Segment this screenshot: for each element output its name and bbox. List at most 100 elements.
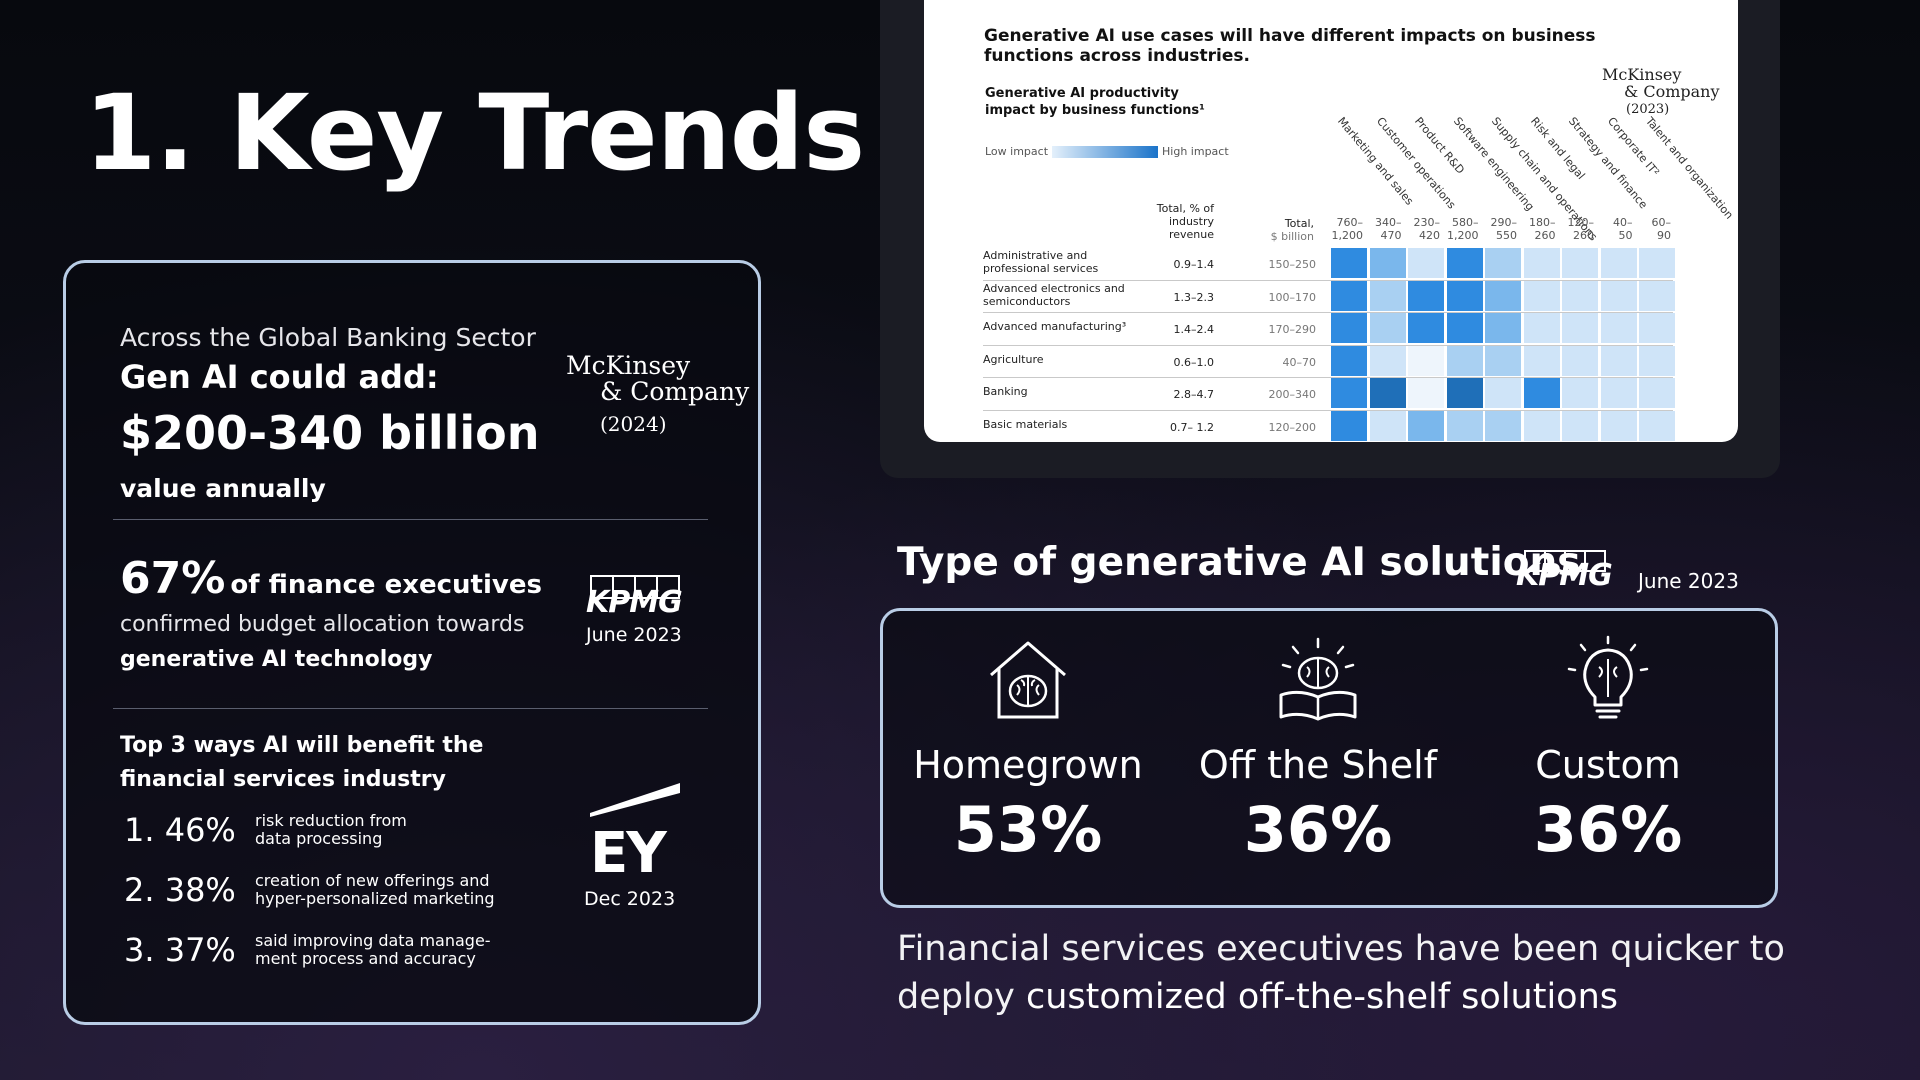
heatmap-cell xyxy=(1408,378,1444,408)
solution-name: Custom xyxy=(1535,743,1681,787)
industry-billion: 40–70 xyxy=(1282,355,1317,369)
row-divider xyxy=(983,409,1673,411)
solution-value: 36% xyxy=(1533,793,1683,866)
function-total: 230– 420 xyxy=(1413,216,1441,243)
function-total: 580– 1,200 xyxy=(1447,216,1479,243)
banking-line2: Gen AI could add: xyxy=(120,358,439,396)
kpmg-date: June 2023 xyxy=(586,624,682,646)
heatmap-cell xyxy=(1562,248,1598,278)
heatmap-cell xyxy=(1331,313,1367,343)
top3-heading-1: Top 3 ways AI will benefit the xyxy=(120,733,484,758)
industry-billion: 120–200 xyxy=(1268,420,1317,434)
legend-high: High impact xyxy=(1162,145,1229,158)
function-total: 40– 50 xyxy=(1613,216,1633,243)
heatmap-panel: Generative AI use cases will have differ… xyxy=(880,0,1780,478)
top3-item-3: 3. 37% said improving data manage-ment p… xyxy=(124,930,491,969)
chart-title: Generative AI use cases will have differ… xyxy=(984,26,1596,67)
heatmap-cell xyxy=(1600,345,1637,376)
brain-book-icon xyxy=(1279,637,1357,721)
top3-heading-2: financial services industry xyxy=(120,767,446,793)
heatmap-cell xyxy=(1369,313,1406,343)
banking-line1: Across the Global Banking Sector xyxy=(120,323,536,352)
heatmap-cell xyxy=(1408,345,1444,376)
heatmap-cell xyxy=(1485,248,1521,278)
solution-name: Homegrown xyxy=(913,743,1143,787)
kpmg-boxes-icon xyxy=(1516,550,1612,572)
chart-legend: Low impact High impact xyxy=(985,145,1229,158)
banking-value-section: Across the Global Banking Sector Gen AI … xyxy=(120,323,540,503)
heatmap-cell xyxy=(1485,280,1521,311)
total-billion-header: Total, $ billion xyxy=(1270,217,1314,244)
heatmap-cell xyxy=(1485,378,1521,408)
finance-pct: 67% xyxy=(120,553,226,604)
heatmap-cell xyxy=(1369,378,1406,408)
heatmap-cell xyxy=(1562,313,1598,343)
heatmap-cell xyxy=(1446,313,1483,343)
heatmap-cell xyxy=(1408,313,1444,343)
chart-subtitle: Generative AI productivity impact by bus… xyxy=(985,86,1205,118)
industry-label: Banking xyxy=(983,385,1028,398)
heatmap-cell xyxy=(1331,378,1367,408)
heatmap-cell xyxy=(1369,280,1406,311)
finance-line3: generative AI technology xyxy=(120,647,433,672)
heatmap-cell xyxy=(1331,280,1367,311)
industry-revenue: 2.8–4.7 xyxy=(1173,388,1215,401)
finance-bold: of finance executives xyxy=(230,570,542,600)
top3-section: Top 3 ways AI will benefit the financial… xyxy=(120,729,640,797)
solutions-card: Homegrown 53% Off the Shelf 36% Custom 3… xyxy=(880,608,1778,908)
function-total: 60– 90 xyxy=(1651,216,1672,243)
heatmap-cell xyxy=(1408,280,1444,311)
heatmap-cell xyxy=(1369,248,1406,278)
solution-value: 53% xyxy=(953,793,1103,866)
total-revenue-header: Total, % of industry revenue xyxy=(1156,202,1214,242)
heatmap-cell xyxy=(1600,313,1637,343)
top3-item-1: 1. 46% risk reduction from data processin… xyxy=(124,810,407,849)
heatmap-cell xyxy=(1639,345,1675,376)
chart-mckinsey-logo: McKinsey & Company (2023) xyxy=(1602,65,1720,117)
heatmap-cell xyxy=(1562,280,1598,311)
heatmap-cell xyxy=(1331,345,1367,376)
heatmap-cell xyxy=(1446,280,1483,311)
banking-line3: value annually xyxy=(120,474,326,503)
industry-billion: 100–170 xyxy=(1268,290,1317,304)
industry-revenue: 1.3–2.3 xyxy=(1173,290,1215,304)
ey-logo: EY Dec 2023 xyxy=(584,783,690,910)
heatmap-cell xyxy=(1446,248,1483,278)
heatmap-cell xyxy=(1331,248,1367,278)
industry-revenue: 0.7– 1.2 xyxy=(1170,420,1214,434)
finance-line2: confirmed budget allocation towards xyxy=(120,612,525,637)
heatmap-cell xyxy=(1562,410,1598,441)
footer-plain: Financial services executives have been … xyxy=(897,929,1785,1018)
heatmap-cell xyxy=(1485,345,1521,376)
heatmap-cell xyxy=(1562,378,1598,408)
heatmap-cell xyxy=(1369,345,1406,376)
heatmap-cell xyxy=(1600,248,1637,278)
row-divider xyxy=(983,279,1673,281)
heatmap-cell xyxy=(1485,410,1521,441)
industry-label: Basic materials xyxy=(983,417,1068,431)
heatmap-cell xyxy=(1446,345,1483,376)
footer-bold: customized off-the-shelf solutions xyxy=(1025,977,1619,1018)
divider xyxy=(113,708,708,709)
industry-billion: 150–250 xyxy=(1268,258,1317,271)
industry-label: Advanced manufacturing³ xyxy=(983,320,1127,333)
heatmap-cell xyxy=(1523,313,1560,343)
heatmap-cell xyxy=(1600,378,1637,408)
heatmap-cell xyxy=(1523,410,1560,441)
mckinsey-logo: McKinsey & Company (2024) xyxy=(566,351,750,436)
heatmap-cell xyxy=(1446,410,1483,441)
heatmap-cell xyxy=(1562,345,1598,376)
industry-label: Agriculture xyxy=(983,352,1044,366)
solution-off-the-shelf: Off the Shelf 36% xyxy=(1173,635,1463,866)
legend-low: Low impact xyxy=(985,145,1049,158)
industry-revenue: 0.9–1.4 xyxy=(1173,258,1215,271)
heatmap-cell xyxy=(1639,248,1675,278)
heatmap-cell xyxy=(1446,378,1483,408)
heatmap-cell xyxy=(1639,378,1675,408)
ey-beam-icon xyxy=(590,783,680,817)
function-total: 290– 550 xyxy=(1490,216,1518,243)
solution-value: 36% xyxy=(1243,793,1393,866)
industry-billion: 200–340 xyxy=(1268,388,1317,401)
heatmap-cell xyxy=(1408,248,1444,278)
function-total: 180– 260 xyxy=(1529,216,1556,243)
